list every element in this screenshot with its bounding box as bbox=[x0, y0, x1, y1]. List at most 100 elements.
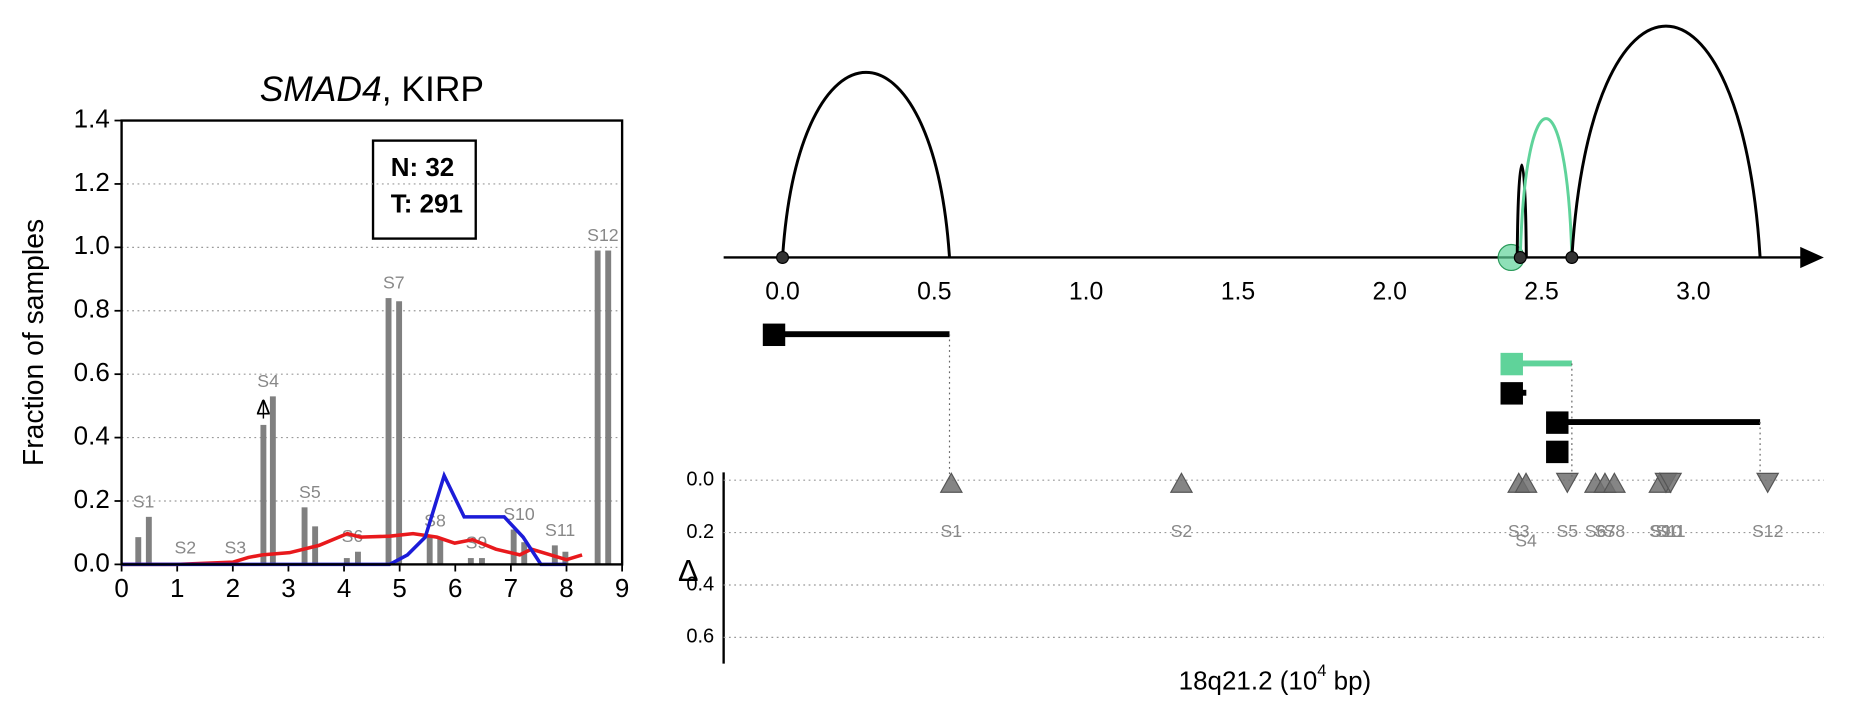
isoform-start bbox=[762, 323, 786, 347]
bar bbox=[510, 529, 517, 565]
isoform-start bbox=[1500, 382, 1523, 405]
bar bbox=[343, 558, 350, 565]
y-tick-label: 1.0 bbox=[74, 230, 110, 260]
arc bbox=[1515, 163, 1528, 258]
y-tick-label: 0.6 bbox=[74, 357, 110, 387]
segment-label: S3 bbox=[1508, 521, 1530, 541]
bar bbox=[354, 551, 361, 565]
x-tick-label: 3.0 bbox=[1676, 278, 1710, 305]
junction-dot bbox=[1565, 250, 1579, 264]
segment-label: S9 bbox=[1649, 521, 1671, 541]
title-rest: , KIRP bbox=[382, 70, 484, 110]
junction-dot bbox=[1513, 250, 1527, 264]
x-tick-label: 0.0 bbox=[765, 278, 799, 305]
bar bbox=[260, 424, 267, 565]
x-tick-label: 2 bbox=[226, 573, 240, 603]
bar bbox=[594, 250, 601, 565]
bar bbox=[385, 298, 392, 565]
segment-label: S11 bbox=[545, 520, 575, 540]
line bbox=[121, 470, 567, 567]
junction-dot bbox=[776, 250, 790, 264]
y-tick-label: 0.2 bbox=[686, 521, 714, 543]
bar bbox=[437, 539, 444, 565]
y-axis-label: Δ bbox=[678, 553, 698, 588]
triangle-marker bbox=[1514, 472, 1538, 493]
arc bbox=[1518, 117, 1574, 258]
bar bbox=[145, 516, 152, 565]
bar bbox=[479, 558, 485, 565]
segment-label: S5 bbox=[299, 482, 321, 502]
annotation-box bbox=[371, 139, 477, 240]
isoform-start bbox=[1500, 352, 1523, 376]
bar bbox=[396, 301, 403, 565]
arc bbox=[781, 70, 951, 258]
x-tick-label: 3 bbox=[281, 573, 295, 603]
x-tick-label: 7 bbox=[504, 573, 518, 603]
x-tick-label: 6 bbox=[448, 573, 462, 603]
y-tick-label: 1.4 bbox=[74, 103, 110, 133]
triangle-marker bbox=[1555, 472, 1579, 494]
y-tick-label: 1.2 bbox=[74, 167, 110, 197]
x-tick-label: 2.5 bbox=[1524, 278, 1558, 305]
x-tick-label: 0.5 bbox=[917, 278, 951, 305]
y-tick-label: 0.0 bbox=[686, 468, 714, 490]
y-tick-label: 0.2 bbox=[74, 484, 110, 514]
chart-title: SMAD4, KIRP bbox=[260, 70, 484, 110]
triangle-marker bbox=[1602, 472, 1627, 493]
annotation-line: T: 291 bbox=[391, 188, 463, 218]
arc bbox=[1570, 24, 1762, 258]
triangle-marker bbox=[1756, 472, 1780, 494]
segment-label: S6 bbox=[1585, 521, 1607, 541]
x-tick-label: 1.5 bbox=[1221, 278, 1255, 305]
triangle-marker bbox=[1169, 472, 1194, 493]
bar bbox=[135, 537, 142, 565]
x-tick-label: 5 bbox=[392, 573, 406, 603]
x-tick-label: 1.0 bbox=[1069, 278, 1103, 305]
segment-label: S1 bbox=[941, 521, 963, 541]
segment-label: S7 bbox=[383, 273, 405, 293]
delta-marker: Δ bbox=[256, 396, 270, 420]
segment-label: S10 bbox=[1650, 521, 1682, 541]
y-tick-label: 0.0 bbox=[74, 547, 110, 577]
segment-label: S11 bbox=[1655, 521, 1685, 541]
segment-label: S3 bbox=[225, 537, 247, 557]
bar bbox=[269, 396, 276, 565]
x-tick-label: 4 bbox=[337, 573, 351, 603]
y-axis-label: Fraction of samples bbox=[18, 219, 50, 466]
annotation-line: N: 32 bbox=[391, 152, 455, 182]
triangle-marker bbox=[1658, 472, 1683, 494]
x-label-text: 18q21.2 (10 bbox=[1179, 665, 1318, 695]
segment-label: S4 bbox=[257, 371, 279, 391]
segment-label: S7 bbox=[1594, 521, 1616, 541]
y-tick-label: 0.8 bbox=[74, 294, 110, 324]
segment-label: S12 bbox=[1752, 521, 1783, 541]
segment-label: S2 bbox=[174, 537, 196, 557]
isoform-start bbox=[1546, 440, 1569, 464]
x-label-text: bp) bbox=[1326, 665, 1371, 695]
bar bbox=[467, 558, 474, 565]
title-gene: SMAD4 bbox=[260, 70, 382, 110]
segment-label: S10 bbox=[503, 504, 535, 524]
bar bbox=[605, 250, 612, 565]
x-tick-label: 9 bbox=[615, 573, 629, 603]
segment-label: S12 bbox=[587, 225, 618, 245]
x-tick-label: 2.0 bbox=[1372, 278, 1406, 305]
segment-label: S4 bbox=[1515, 531, 1537, 551]
triangle-marker bbox=[939, 472, 963, 493]
segment-label: S8 bbox=[1604, 521, 1626, 541]
x-tick-label: 1 bbox=[170, 573, 184, 603]
segment-label: S5 bbox=[1556, 521, 1578, 541]
y-tick-label: 0.4 bbox=[74, 420, 110, 450]
y-tick-label: 0.4 bbox=[686, 573, 714, 595]
y-tick-label: 0.6 bbox=[686, 626, 714, 648]
plot-frame bbox=[120, 119, 624, 566]
bar bbox=[301, 507, 308, 565]
bar bbox=[426, 535, 433, 565]
x-tick-label: 0 bbox=[114, 573, 128, 603]
segment-label: S2 bbox=[1171, 521, 1193, 541]
axis-arrow bbox=[1800, 246, 1824, 269]
segment-label: S1 bbox=[133, 491, 155, 511]
x-tick-label: 8 bbox=[559, 573, 573, 603]
isoform-start bbox=[1546, 411, 1569, 434]
